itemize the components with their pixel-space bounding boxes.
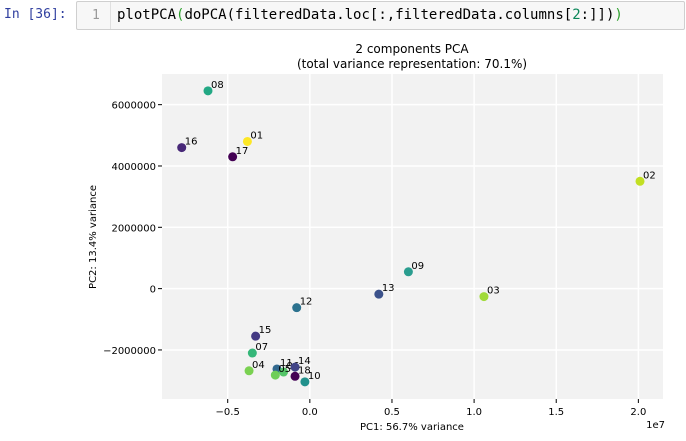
point-label-13: 13 bbox=[382, 283, 395, 294]
gutter-separator bbox=[110, 2, 111, 29]
y-tick-label: 4000000 bbox=[111, 162, 156, 173]
point-04 bbox=[244, 366, 254, 376]
code-tail: :]] bbox=[580, 7, 606, 23]
output-area: 2 components PCA (total variance represe… bbox=[76, 34, 686, 441]
code-paren-open-inner: ( bbox=[226, 7, 236, 23]
point-09 bbox=[403, 267, 413, 277]
y-tick-label: 2000000 bbox=[111, 223, 156, 234]
point-06 bbox=[279, 367, 289, 377]
point-01 bbox=[242, 136, 252, 146]
point-label-08: 08 bbox=[211, 80, 224, 91]
point-07 bbox=[247, 348, 257, 358]
x-axis-offset-label: 1e7 bbox=[646, 420, 665, 431]
point-label-10: 10 bbox=[308, 371, 321, 382]
x-tick-label: 2.0 bbox=[630, 407, 646, 418]
point-13 bbox=[374, 289, 384, 299]
point-label-01: 01 bbox=[250, 130, 263, 141]
code-line[interactable]: plotPCA(doPCA(filteredData.loc[:,filtere… bbox=[117, 7, 623, 23]
point-label-09: 09 bbox=[411, 261, 424, 272]
point-02 bbox=[635, 176, 645, 186]
point-label-04: 04 bbox=[252, 360, 265, 371]
pca-scatter-chart: 2 components PCA (total variance represe… bbox=[88, 42, 665, 433]
point-label-03: 03 bbox=[487, 286, 500, 297]
point-label-16: 16 bbox=[185, 137, 198, 148]
point-label-18: 18 bbox=[298, 365, 311, 376]
x-tick-label: 1.0 bbox=[466, 407, 482, 418]
point-16 bbox=[177, 143, 187, 153]
grid-lines bbox=[162, 74, 663, 399]
x-axis-label: PC1: 56.7% variance bbox=[360, 422, 464, 433]
input-prompt: In [36]: bbox=[4, 7, 67, 22]
point-label-07: 07 bbox=[255, 342, 268, 353]
point-03 bbox=[479, 292, 489, 302]
line-number: 1 bbox=[92, 8, 100, 23]
y-tick-label: 6000000 bbox=[111, 101, 156, 112]
plot-area bbox=[162, 74, 663, 399]
code-editor[interactable]: 1 plotPCA(doPCA(filteredData.loc[:,filte… bbox=[76, 1, 685, 30]
data-points: 081601170209130312150704110605141810 bbox=[177, 80, 656, 387]
point-10 bbox=[300, 377, 310, 387]
point-05 bbox=[270, 370, 280, 380]
point-label-05: 05 bbox=[278, 364, 291, 375]
code-paren-close-inner: ) bbox=[605, 7, 615, 23]
x-tick-label: 1.5 bbox=[548, 407, 564, 418]
point-label-11: 11 bbox=[280, 358, 293, 369]
x-tick-label: −0.5 bbox=[216, 407, 240, 418]
point-08 bbox=[203, 86, 213, 96]
point-17 bbox=[228, 152, 238, 162]
code-arg: filteredData.loc[:,filteredData.columns[ bbox=[235, 7, 573, 23]
point-label-17: 17 bbox=[236, 146, 249, 157]
point-label-15: 15 bbox=[259, 325, 272, 336]
y-tick-label: 0 bbox=[150, 285, 156, 296]
point-label-14: 14 bbox=[298, 356, 311, 367]
code-fn2: doPCA bbox=[184, 7, 227, 23]
y-axis-label: PC2: 13.4% variance bbox=[88, 185, 99, 289]
point-14 bbox=[290, 362, 300, 372]
x-axis-ticks: −0.5 0.0 0.5 1.0 1.5 2.0 bbox=[216, 399, 646, 418]
point-12 bbox=[292, 303, 302, 313]
point-label-02: 02 bbox=[643, 170, 656, 181]
code-number: 2 bbox=[572, 7, 581, 23]
chart-title: 2 components PCA bbox=[355, 42, 469, 56]
code-paren-open: ( bbox=[176, 7, 185, 23]
point-label-12: 12 bbox=[300, 297, 313, 308]
code-fn: plotPCA bbox=[117, 7, 177, 23]
chart-subtitle: (total variance representation: 70.1%) bbox=[297, 57, 527, 71]
x-tick-label: 0.0 bbox=[302, 407, 318, 418]
y-tick-label: −2000000 bbox=[103, 346, 156, 357]
code-paren-close: ) bbox=[614, 7, 623, 23]
point-18 bbox=[290, 371, 300, 381]
x-tick-label: 0.5 bbox=[384, 407, 400, 418]
y-axis-ticks: −2000000 0 2000000 4000000 6000000 bbox=[103, 101, 162, 357]
point-15 bbox=[251, 331, 261, 341]
